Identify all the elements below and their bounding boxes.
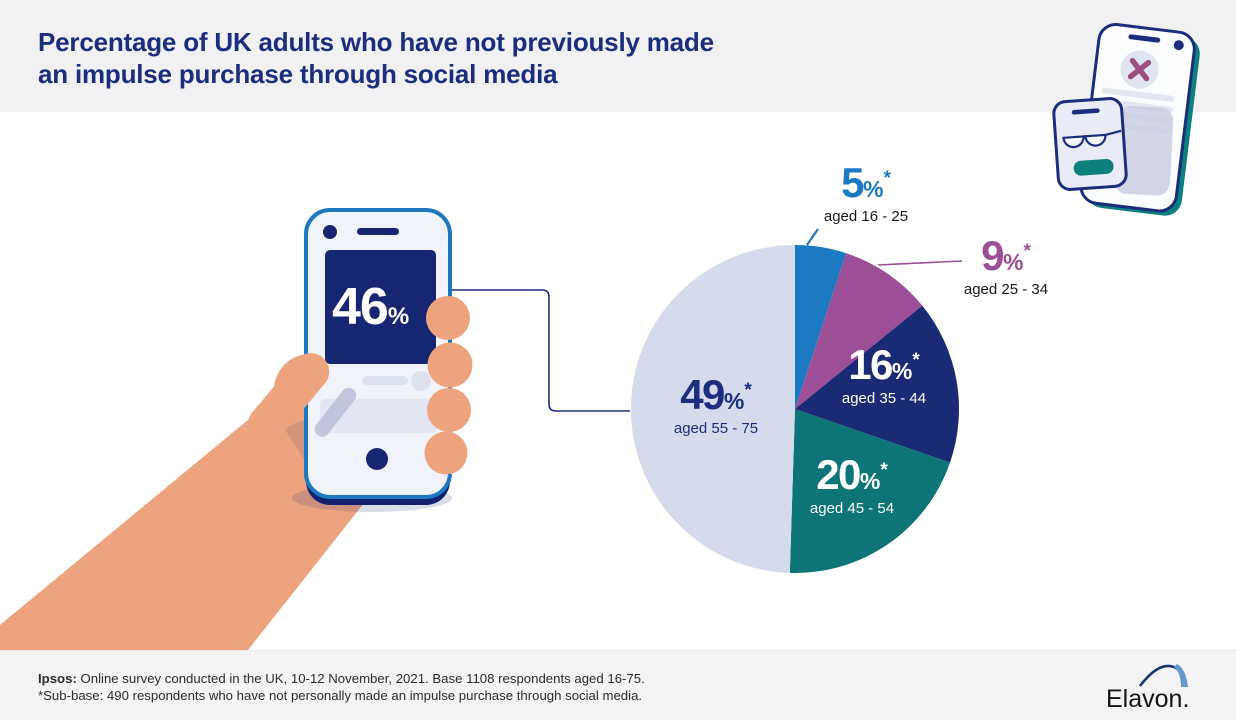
slice-unit: % bbox=[891, 358, 913, 384]
slice-value: 16 bbox=[848, 341, 893, 388]
hero-stat-value: 46 bbox=[332, 278, 389, 336]
slice-note: * bbox=[912, 350, 920, 371]
glasses-icon bbox=[1084, 133, 1107, 147]
source-line2: *Sub-base: 490 respondents who have not … bbox=[38, 687, 643, 703]
glasses-icon bbox=[1062, 135, 1085, 149]
footer-band: Ipsos: Online survey conducted in the UK… bbox=[0, 650, 1236, 720]
phone-shadow bbox=[292, 484, 452, 512]
slice-note: * bbox=[744, 380, 752, 401]
slice-unit: % bbox=[859, 468, 881, 494]
brand-wordmark: Elavon. bbox=[1106, 685, 1190, 713]
camera-icon bbox=[323, 225, 337, 239]
skeleton-line bbox=[1097, 120, 1171, 135]
slice-age-range: aged 16 - 25 bbox=[823, 208, 909, 225]
pie-label-aged-16-25: 5%* aged 16 - 25 bbox=[824, 162, 908, 226]
hand-phone-illustration bbox=[0, 208, 473, 650]
slice-value: 9 bbox=[981, 232, 1004, 279]
elavon-swoosh-icon bbox=[1138, 664, 1188, 687]
slice-note: * bbox=[1023, 241, 1031, 262]
slice-note: * bbox=[883, 168, 891, 189]
slice-unit: % bbox=[863, 176, 884, 202]
brand-logo: Elavon. bbox=[1106, 653, 1216, 715]
pie-slice-aged-16---25 bbox=[795, 245, 847, 409]
source-line1: Ipsos: Online survey conducted in the UK… bbox=[38, 671, 645, 688]
pie-slice-aged-45---54 bbox=[789, 409, 950, 574]
header-band bbox=[0, 0, 1236, 112]
phone-shadow-wedge bbox=[284, 419, 307, 464]
page-title: Percentage of UK adults who have not pre… bbox=[38, 26, 714, 90]
pie-label-aged-25-34: 9%* aged 25 - 34 bbox=[964, 235, 1048, 299]
thumb-shadow bbox=[314, 387, 357, 437]
pie-slice-aged-35---44 bbox=[795, 305, 960, 463]
pie-slice-aged-55---75 bbox=[630, 245, 795, 573]
thumb-shape bbox=[247, 353, 330, 443]
pie-chart bbox=[630, 245, 960, 574]
hero-stat: 46% bbox=[332, 281, 409, 333]
card-button-pill bbox=[1073, 158, 1114, 176]
skeleton-line bbox=[362, 376, 408, 385]
slice-unit: % bbox=[723, 388, 745, 414]
home-button-icon bbox=[366, 448, 388, 470]
source-label: Ipsos: bbox=[38, 671, 77, 686]
phone-depth-edge bbox=[306, 218, 450, 505]
leader-line-aged-16-25 bbox=[806, 228, 819, 246]
finger-shape bbox=[426, 296, 470, 340]
slice-unit: % bbox=[1003, 249, 1024, 275]
source-note: Ipsos: Online survey conducted in the UK… bbox=[38, 671, 645, 704]
pie-label-aged-45-54: 20%* aged 45 - 54 bbox=[810, 454, 894, 518]
finger-shape bbox=[424, 431, 468, 475]
glasses-temple bbox=[1083, 129, 1122, 138]
finger-shape bbox=[427, 388, 471, 432]
slice-value: 5 bbox=[841, 159, 864, 206]
slice-note: * bbox=[880, 460, 888, 481]
source-text: Online survey conducted in the UK, 10-12… bbox=[76, 671, 645, 686]
page-title-line2: an impulse purchase through social media bbox=[38, 59, 558, 89]
palm-shape bbox=[274, 354, 346, 426]
hero-stat-unit: % bbox=[387, 303, 410, 330]
page-title-line1: Percentage of UK adults who have not pre… bbox=[38, 27, 714, 57]
pie-label-aged-35-44: 16%* aged 35 - 44 bbox=[842, 344, 926, 408]
skeleton-panel bbox=[320, 399, 437, 433]
pie-slice-aged-25---34 bbox=[795, 253, 923, 409]
slice-value: 20 bbox=[816, 451, 861, 498]
card-shadow bbox=[1114, 105, 1174, 196]
phone-to-pie-connector-line bbox=[452, 289, 630, 412]
phone-body bbox=[304, 208, 452, 499]
slice-age-range: aged 25 - 34 bbox=[963, 281, 1049, 298]
pie-label-aged-55-75: 49%* aged 55 - 75 bbox=[674, 374, 758, 438]
slice-age-range: aged 35 - 44 bbox=[841, 390, 927, 407]
slice-age-range: aged 55 - 75 bbox=[673, 420, 759, 437]
slice-age-range: aged 45 - 54 bbox=[809, 500, 895, 517]
finger-shape bbox=[427, 342, 473, 388]
speaker-icon bbox=[357, 228, 399, 235]
skeleton-dot bbox=[411, 371, 431, 391]
slice-value: 49 bbox=[680, 371, 725, 418]
arm-shape bbox=[0, 372, 398, 650]
